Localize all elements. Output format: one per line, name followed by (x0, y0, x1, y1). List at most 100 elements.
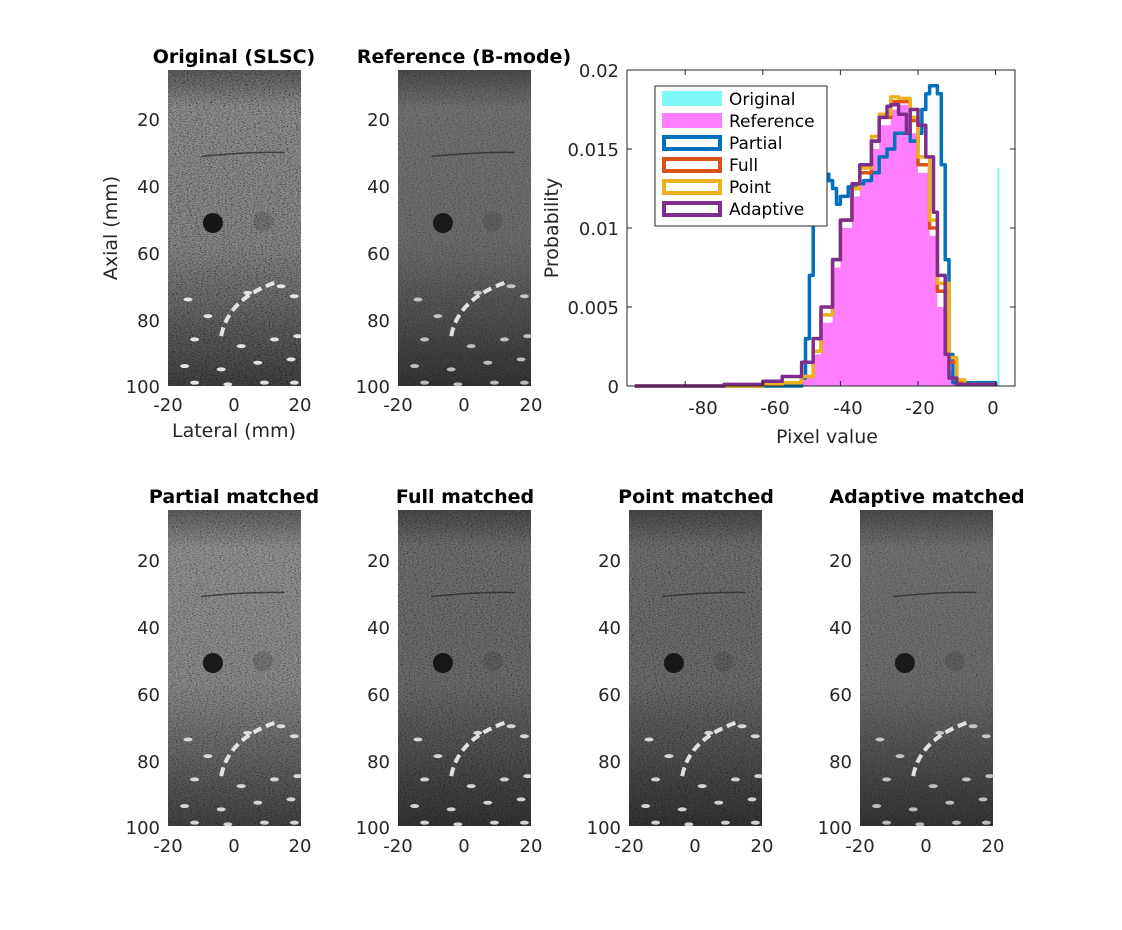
point-target (968, 724, 978, 729)
point-target (519, 820, 529, 825)
x-ticks: -80 -60 -40 -20 0 (688, 398, 998, 419)
point-target (915, 822, 925, 827)
ultrasound-image (398, 70, 533, 387)
wire-target (201, 591, 285, 598)
point-target (720, 820, 730, 825)
point-target (216, 367, 226, 372)
point-target (754, 774, 764, 779)
x-tick-label: -20 (153, 836, 182, 857)
legend-swatch (662, 179, 722, 195)
x-tick-label: 0 (458, 395, 469, 416)
point-target (243, 290, 253, 295)
point-target (499, 337, 509, 342)
point-target (519, 734, 529, 739)
point-target (293, 774, 303, 779)
panel-partial-matched: Partial matched 20 40 60 80 100 -20 0 20 (126, 486, 319, 857)
y-tick-label: 40 (137, 177, 160, 198)
legend-entry-original: Original (662, 90, 796, 110)
x-ticks: -20 0 20 (383, 836, 542, 857)
point-target (253, 360, 263, 365)
anechoic-cyst (202, 653, 223, 674)
legend-label: Full (729, 156, 758, 176)
point-target (516, 797, 526, 802)
point-target (506, 724, 516, 729)
x-tick-label: 20 (751, 836, 774, 857)
point-target (499, 777, 509, 782)
wire-target (431, 151, 515, 158)
y-tick-label: 0.02 (579, 61, 619, 82)
y-tick-label: 100 (356, 377, 390, 398)
y-tick-label: 20 (367, 110, 390, 131)
x-tick-label: -20 (905, 398, 934, 419)
y-ticks: 20 40 60 80 100 (126, 551, 160, 839)
point-target (289, 820, 299, 825)
y-ticks: 20 40 60 80 100 (587, 551, 621, 839)
x-ticks: -20 0 20 (614, 836, 773, 857)
point-target (714, 800, 724, 805)
wire-target (662, 591, 746, 598)
point-target (183, 297, 193, 302)
depth-attenuation (398, 510, 531, 826)
y-tick-label: 40 (367, 177, 390, 198)
legend-swatch (662, 135, 722, 151)
point-target (286, 357, 296, 362)
ultrasound-image (398, 510, 533, 827)
x-tick-label: 0 (228, 395, 239, 416)
anechoic-cyst (432, 213, 453, 234)
x-ticks: -20 0 20 (153, 395, 311, 416)
bright-arc-target (219, 281, 276, 337)
x-axis-label: Pixel value (776, 426, 878, 448)
point-target (453, 382, 463, 387)
ultrasound-image (860, 510, 995, 827)
point-target (190, 380, 200, 385)
ultrasound-image (168, 510, 303, 827)
x-tick-label: -60 (760, 398, 789, 419)
y-ticks: 20 40 60 80 100 (356, 110, 390, 398)
legend-label: Reference (729, 112, 815, 132)
x-tick-label: 0 (228, 836, 239, 857)
legend-entry-reference: Reference (662, 112, 815, 132)
x-tick-label: 20 (289, 395, 312, 416)
point-target (506, 284, 516, 289)
histogram-panel: 0 0.005 0.01 0.015 0.02 -80 -60 -40 -20 … (541, 61, 1016, 448)
point-target (981, 734, 991, 739)
point-target (697, 784, 707, 789)
hypoechoic-lesion (252, 651, 273, 672)
legend-label: Partial (729, 134, 782, 154)
point-target (259, 380, 269, 385)
point-target (420, 777, 430, 782)
y-tick-label: 100 (356, 818, 390, 839)
y-tick-label: 60 (598, 685, 621, 706)
x-tick-label: -20 (614, 836, 643, 857)
hypoechoic-lesion (944, 651, 965, 672)
point-target (704, 730, 714, 735)
point-target (473, 730, 483, 735)
point-target (882, 820, 892, 825)
hypoechoic-lesion (482, 651, 503, 672)
legend-swatch (662, 157, 722, 173)
point-target (750, 734, 760, 739)
legend-label: Adaptive (729, 200, 804, 220)
y-tick-label: 20 (137, 551, 160, 572)
y-tick-label: 100 (126, 818, 160, 839)
x-tick-label: -20 (845, 836, 874, 857)
legend-entry-partial: Partial (662, 134, 782, 154)
point-target (276, 724, 286, 729)
x-axis-label: Lateral (mm) (172, 420, 296, 442)
point-target (651, 777, 661, 782)
x-tick-label: 20 (520, 395, 543, 416)
point-target (737, 724, 747, 729)
point-target (677, 807, 687, 812)
anechoic-cyst (663, 653, 684, 674)
point-target (483, 360, 493, 365)
point-target (483, 800, 493, 805)
ultrasound-image (629, 510, 764, 827)
point-target (216, 807, 226, 812)
point-target (433, 754, 443, 759)
point-target (293, 334, 303, 339)
point-target (473, 290, 483, 295)
panel-reference: Reference (B-mode) 20 40 60 80 100 -20 0… (356, 46, 572, 416)
point-target (243, 730, 253, 735)
y-tick-label: 0.005 (567, 298, 619, 319)
x-tick-label: -20 (383, 836, 412, 857)
